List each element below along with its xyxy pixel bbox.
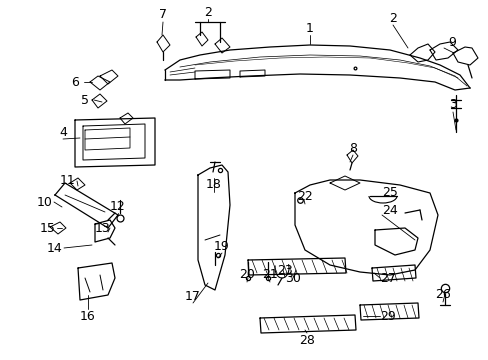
Text: 26: 26 bbox=[434, 288, 450, 302]
Text: 6: 6 bbox=[71, 76, 79, 89]
Text: 15: 15 bbox=[40, 221, 56, 234]
Text: 14: 14 bbox=[47, 242, 63, 255]
Text: 21: 21 bbox=[262, 269, 277, 282]
Text: 23: 23 bbox=[277, 264, 292, 276]
Text: 2: 2 bbox=[388, 12, 396, 24]
Text: 7: 7 bbox=[159, 9, 167, 22]
Text: 9: 9 bbox=[447, 36, 455, 49]
Text: 30: 30 bbox=[285, 271, 300, 284]
Text: 22: 22 bbox=[297, 190, 312, 203]
Text: 29: 29 bbox=[379, 310, 395, 323]
Text: 20: 20 bbox=[239, 269, 254, 282]
Text: 28: 28 bbox=[299, 333, 314, 346]
Text: 25: 25 bbox=[381, 185, 397, 198]
Text: 8: 8 bbox=[348, 141, 356, 154]
Text: 5: 5 bbox=[81, 94, 89, 107]
Text: 2: 2 bbox=[203, 5, 211, 18]
Text: 16: 16 bbox=[80, 310, 96, 323]
Text: 3: 3 bbox=[448, 99, 456, 112]
Text: 4: 4 bbox=[59, 126, 67, 139]
Text: 17: 17 bbox=[184, 289, 201, 302]
Text: 27: 27 bbox=[379, 271, 395, 284]
Text: 19: 19 bbox=[214, 239, 229, 252]
Text: 10: 10 bbox=[37, 195, 53, 208]
Text: 18: 18 bbox=[205, 179, 222, 192]
Text: 12: 12 bbox=[110, 201, 125, 213]
Text: 1: 1 bbox=[305, 22, 313, 35]
Text: 11: 11 bbox=[60, 175, 76, 188]
Text: 24: 24 bbox=[381, 203, 397, 216]
Text: 13: 13 bbox=[95, 221, 111, 234]
